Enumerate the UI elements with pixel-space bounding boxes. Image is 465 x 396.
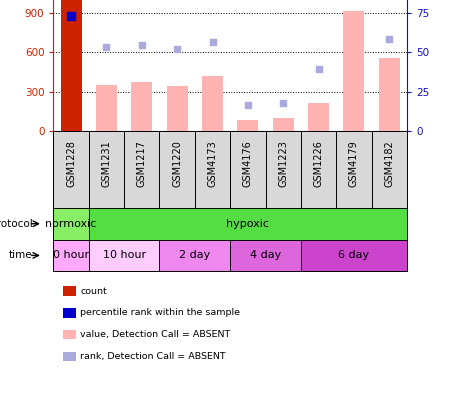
Text: 10 hour: 10 hour bbox=[103, 250, 146, 261]
Text: 6 day: 6 day bbox=[339, 250, 369, 261]
Text: 4 day: 4 day bbox=[250, 250, 281, 261]
Text: GSM4182: GSM4182 bbox=[384, 140, 394, 187]
Bar bbox=[202, 76, 223, 131]
Text: hypoxic: hypoxic bbox=[226, 219, 269, 229]
Bar bbox=[237, 120, 259, 131]
Point bbox=[385, 36, 393, 43]
Text: percentile rank within the sample: percentile rank within the sample bbox=[80, 308, 240, 317]
Point bbox=[209, 39, 216, 45]
Text: value, Detection Call = ABSENT: value, Detection Call = ABSENT bbox=[80, 330, 231, 339]
Text: time: time bbox=[9, 250, 32, 261]
Bar bbox=[379, 58, 400, 131]
Bar bbox=[89, 240, 159, 271]
Bar bbox=[272, 118, 294, 131]
Text: GSM1231: GSM1231 bbox=[101, 140, 112, 187]
Bar bbox=[166, 86, 188, 131]
Bar bbox=[53, 240, 89, 271]
Text: count: count bbox=[80, 287, 107, 295]
Bar bbox=[159, 240, 230, 271]
Point bbox=[67, 13, 75, 19]
Text: GSM4173: GSM4173 bbox=[207, 140, 218, 187]
Text: protocol: protocol bbox=[0, 219, 32, 229]
Bar bbox=[230, 240, 301, 271]
Bar bbox=[60, 0, 82, 131]
Text: GSM1223: GSM1223 bbox=[278, 140, 288, 187]
Bar bbox=[53, 208, 89, 240]
Point bbox=[315, 66, 322, 72]
Text: GSM1220: GSM1220 bbox=[172, 140, 182, 187]
Text: GSM1226: GSM1226 bbox=[313, 140, 324, 187]
Text: GSM4179: GSM4179 bbox=[349, 140, 359, 187]
Text: GSM1217: GSM1217 bbox=[137, 140, 147, 187]
Text: normoxic: normoxic bbox=[46, 219, 97, 229]
Text: rank, Detection Call = ABSENT: rank, Detection Call = ABSENT bbox=[80, 352, 226, 361]
Text: GSM1228: GSM1228 bbox=[66, 140, 76, 187]
Bar bbox=[308, 103, 329, 131]
Bar bbox=[131, 82, 153, 131]
Point bbox=[173, 46, 181, 52]
Bar bbox=[301, 240, 407, 271]
Point bbox=[279, 99, 287, 106]
Point bbox=[244, 101, 252, 108]
Point bbox=[138, 42, 146, 48]
Bar bbox=[96, 85, 117, 131]
Point bbox=[103, 44, 110, 50]
Text: GSM4176: GSM4176 bbox=[243, 140, 253, 187]
Text: 0 hour: 0 hour bbox=[53, 250, 89, 261]
Bar bbox=[343, 11, 365, 131]
Text: 2 day: 2 day bbox=[179, 250, 211, 261]
